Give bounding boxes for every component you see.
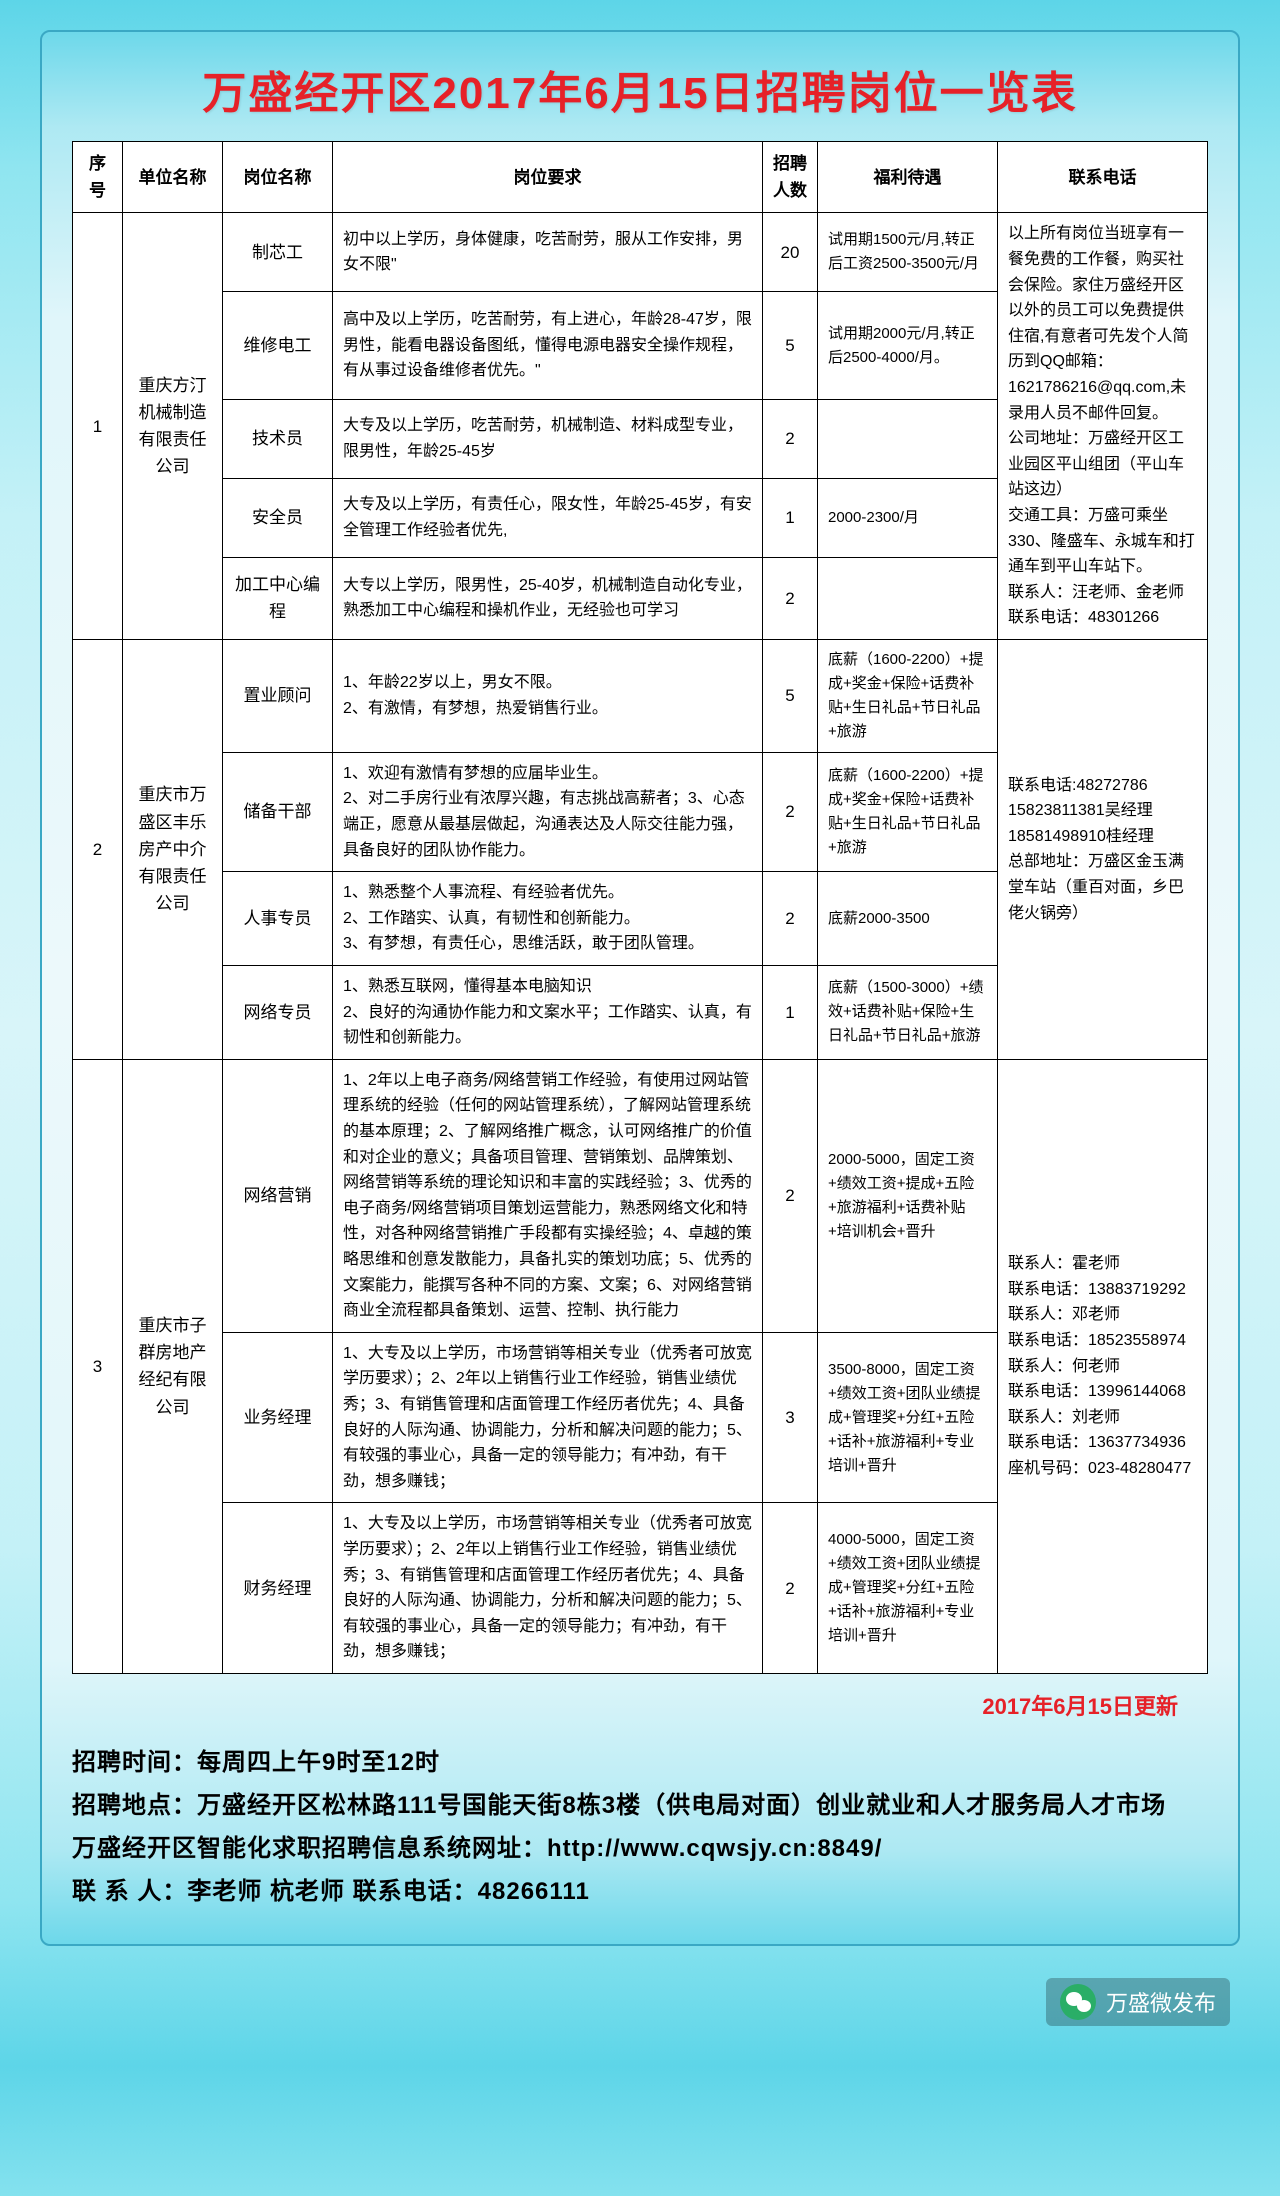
cell-position: 财务经理: [223, 1503, 333, 1674]
cell-seq: 3: [73, 1059, 123, 1673]
cell-requirement: 1、欢迎有激情有梦想的应届毕业生。2、对二手房行业有浓厚兴趣，有志挑战高薪者；3…: [333, 752, 763, 871]
poster-title: 万盛经开区2017年6月15日招聘岗位一览表: [72, 57, 1208, 121]
cell-count: 2: [763, 400, 818, 479]
cell-position: 制芯工: [223, 213, 333, 292]
cell-salary: 3500-8000，固定工资+绩效工资+团队业绩提成+管理奖+分红+五险+话补+…: [818, 1332, 998, 1503]
cell-count: 1: [763, 966, 818, 1060]
cell-requirement: 1、大专及以上学历，市场营销等相关专业（优秀者可放宽学历要求）；2、2年以上销售…: [333, 1503, 763, 1674]
footer-contact: 联 系 人：李老师 杭老师 联系电话：48266111: [72, 1870, 1208, 1913]
cell-position: 网络专员: [223, 966, 333, 1060]
cell-requirement: 初中以上学历，身体健康，吃苦耐劳，服从工作安排，男女不限": [333, 213, 763, 292]
cell-count: 1: [763, 478, 818, 557]
cell-count: 5: [763, 639, 818, 752]
cell-position: 安全员: [223, 478, 333, 557]
cell-seq: 1: [73, 213, 123, 640]
wechat-watermark: 万盛微发布: [1046, 1978, 1230, 2026]
cell-requirement: 1、2年以上电子商务/网络营销工作经验，有使用过网站管理系统的经验（任何的网站管…: [333, 1059, 763, 1332]
cell-count: 2: [763, 872, 818, 966]
table-row: 3重庆市子群房地产经纪有限公司网络营销1、2年以上电子商务/网络营销工作经验，有…: [73, 1059, 1208, 1332]
cell-salary: [818, 400, 998, 479]
cell-count: 2: [763, 557, 818, 639]
cell-position: 加工中心编程: [223, 557, 333, 639]
col-count: 招聘人数: [763, 142, 818, 213]
cell-company: 重庆市万盛区丰乐房产中介有限责任公司: [123, 639, 223, 1059]
wechat-icon: [1060, 1984, 1096, 2020]
table-row: 2重庆市万盛区丰乐房产中介有限责任公司置业顾问1、年龄22岁以上，男女不限。2、…: [73, 639, 1208, 752]
col-req: 岗位要求: [333, 142, 763, 213]
table-row: 1重庆方汀机械制造有限责任公司制芯工初中以上学历，身体健康，吃苦耐劳，服从工作安…: [73, 213, 1208, 292]
col-contact: 联系电话: [998, 142, 1208, 213]
wechat-label: 万盛微发布: [1106, 1986, 1216, 2018]
cell-requirement: 大专以上学历，限男性，25-40岁，机械制造自动化专业，熟悉加工中心编程和操机作…: [333, 557, 763, 639]
cell-seq: 2: [73, 639, 123, 1059]
cell-salary: 试用期2000元/月,转正后2500-4000/月。: [818, 292, 998, 400]
footer-address: 招聘地点：万盛经开区松林路111号国能天街8栋3楼（供电局对面）创业就业和人才服…: [72, 1784, 1208, 1827]
update-date: 2017年6月15日更新: [72, 1689, 1178, 1721]
cell-requirement: 1、大专及以上学历，市场营销等相关专业（优秀者可放宽学历要求）；2、2年以上销售…: [333, 1332, 763, 1503]
header-row: 序号 单位名称 岗位名称 岗位要求 招聘人数 福利待遇 联系电话: [73, 142, 1208, 213]
cell-count: 5: [763, 292, 818, 400]
col-company: 单位名称: [123, 142, 223, 213]
footer-time: 招聘时间：每周四上午9时至12时: [72, 1741, 1208, 1784]
cell-salary: 4000-5000，固定工资+绩效工资+团队业绩提成+管理奖+分红+五险+话补+…: [818, 1503, 998, 1674]
cell-salary: 2000-5000，固定工资+绩效工资+提成+五险+旅游福利+话费补贴+培训机会…: [818, 1059, 998, 1332]
recruitment-poster: 万盛经开区2017年6月15日招聘岗位一览表 序号 单位名称 岗位名称 岗位要求…: [40, 30, 1240, 1946]
cell-salary: 试用期1500元/月,转正后工资2500-3500元/月: [818, 213, 998, 292]
cell-company: 重庆市子群房地产经纪有限公司: [123, 1059, 223, 1673]
cell-requirement: 大专及以上学历，吃苦耐劳，机械制造、材料成型专业，限男性，年龄25-45岁: [333, 400, 763, 479]
cell-requirement: 1、熟悉整个人事流程、有经验者优先。2、工作踏实、认真，有韧性和创新能力。3、有…: [333, 872, 763, 966]
col-salary: 福利待遇: [818, 142, 998, 213]
cell-count: 2: [763, 1503, 818, 1674]
cell-contact: 联系人：霍老师联系电话：13883719292联系人：邓老师联系电话：18523…: [998, 1059, 1208, 1673]
cell-contact: 联系电话:4827278615823811381吴经理18581498910桂经…: [998, 639, 1208, 1059]
cell-position: 业务经理: [223, 1332, 333, 1503]
col-position: 岗位名称: [223, 142, 333, 213]
cell-requirement: 1、年龄22岁以上，男女不限。2、有激情，有梦想，热爱销售行业。: [333, 639, 763, 752]
cell-count: 20: [763, 213, 818, 292]
cell-position: 维修电工: [223, 292, 333, 400]
cell-position: 技术员: [223, 400, 333, 479]
cell-requirement: 1、熟悉互联网，懂得基本电脑知识2、良好的沟通协作能力和文案水平；工作踏实、认真…: [333, 966, 763, 1060]
cell-count: 2: [763, 1059, 818, 1332]
cell-salary: [818, 557, 998, 639]
cell-salary: 底薪（1500-3000）+绩效+话费补贴+保险+生日礼品+节日礼品+旅游: [818, 966, 998, 1060]
cell-requirement: 高中及以上学历，吃苦耐劳，有上进心，年龄28-47岁，限男性，能看电器设备图纸，…: [333, 292, 763, 400]
cell-salary: 底薪（1600-2200）+提成+奖金+保险+话费补贴+生日礼品+节日礼品+旅游: [818, 752, 998, 871]
cell-requirement: 大专及以上学历，有责任心，限女性，年龄25-45岁，有安全管理工作经验者优先,: [333, 478, 763, 557]
cell-company: 重庆方汀机械制造有限责任公司: [123, 213, 223, 640]
cell-position: 人事专员: [223, 872, 333, 966]
footer-url: 万盛经开区智能化求职招聘信息系统网址：http://www.cqwsjy.cn:…: [72, 1827, 1208, 1870]
cell-position: 网络营销: [223, 1059, 333, 1332]
cell-salary: 底薪2000-3500: [818, 872, 998, 966]
cell-count: 3: [763, 1332, 818, 1503]
cell-count: 2: [763, 752, 818, 871]
cell-salary: 2000-2300/月: [818, 478, 998, 557]
cell-position: 置业顾问: [223, 639, 333, 752]
cell-salary: 底薪（1600-2200）+提成+奖金+保险+话费补贴+生日礼品+节日礼品+旅游: [818, 639, 998, 752]
cell-contact: 以上所有岗位当班享有一餐免费的工作餐，购买社会保险。家住万盛经开区以外的员工可以…: [998, 213, 1208, 640]
footer-info: 招聘时间：每周四上午9时至12时 招聘地点：万盛经开区松林路111号国能天街8栋…: [72, 1741, 1208, 1914]
col-seq: 序号: [73, 142, 123, 213]
cell-position: 储备干部: [223, 752, 333, 871]
jobs-table: 序号 单位名称 岗位名称 岗位要求 招聘人数 福利待遇 联系电话 1重庆方汀机械…: [72, 141, 1208, 1674]
